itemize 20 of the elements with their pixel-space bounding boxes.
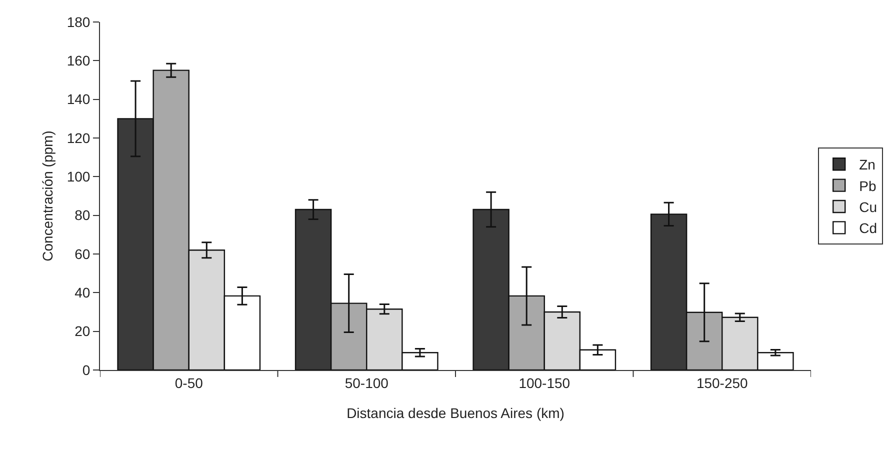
x-tick-label: 50-100 — [344, 374, 389, 391]
x-tick-label: 150-250 — [696, 374, 748, 391]
y-tick-label: 40 — [74, 284, 90, 301]
x-tick-label: 0-50 — [174, 374, 204, 391]
x-tick-label: 100-150 — [518, 374, 570, 391]
y-tick-label: 80 — [74, 207, 90, 224]
y-tick-label: 160 — [66, 52, 90, 69]
y-axis-title: Concentración (ppm) — [39, 130, 56, 262]
legend-label: Cu — [859, 198, 878, 215]
y-tick-label: 60 — [74, 246, 90, 262]
legend-label: Pb — [859, 178, 876, 194]
y-tick-label: 120 — [66, 130, 90, 146]
y-tick-label: 100 — [66, 168, 90, 185]
y-tick-label: 20 — [74, 323, 90, 340]
legend-label: Zn — [859, 156, 876, 173]
legend-label: Cd — [859, 220, 878, 236]
y-tick-label: 0 — [82, 362, 90, 378]
y-tick-label: 140 — [66, 91, 90, 108]
y-tick-label: 180 — [66, 14, 90, 30]
x-axis-title: Distancia desde Buenos Aires (km) — [346, 405, 564, 422]
